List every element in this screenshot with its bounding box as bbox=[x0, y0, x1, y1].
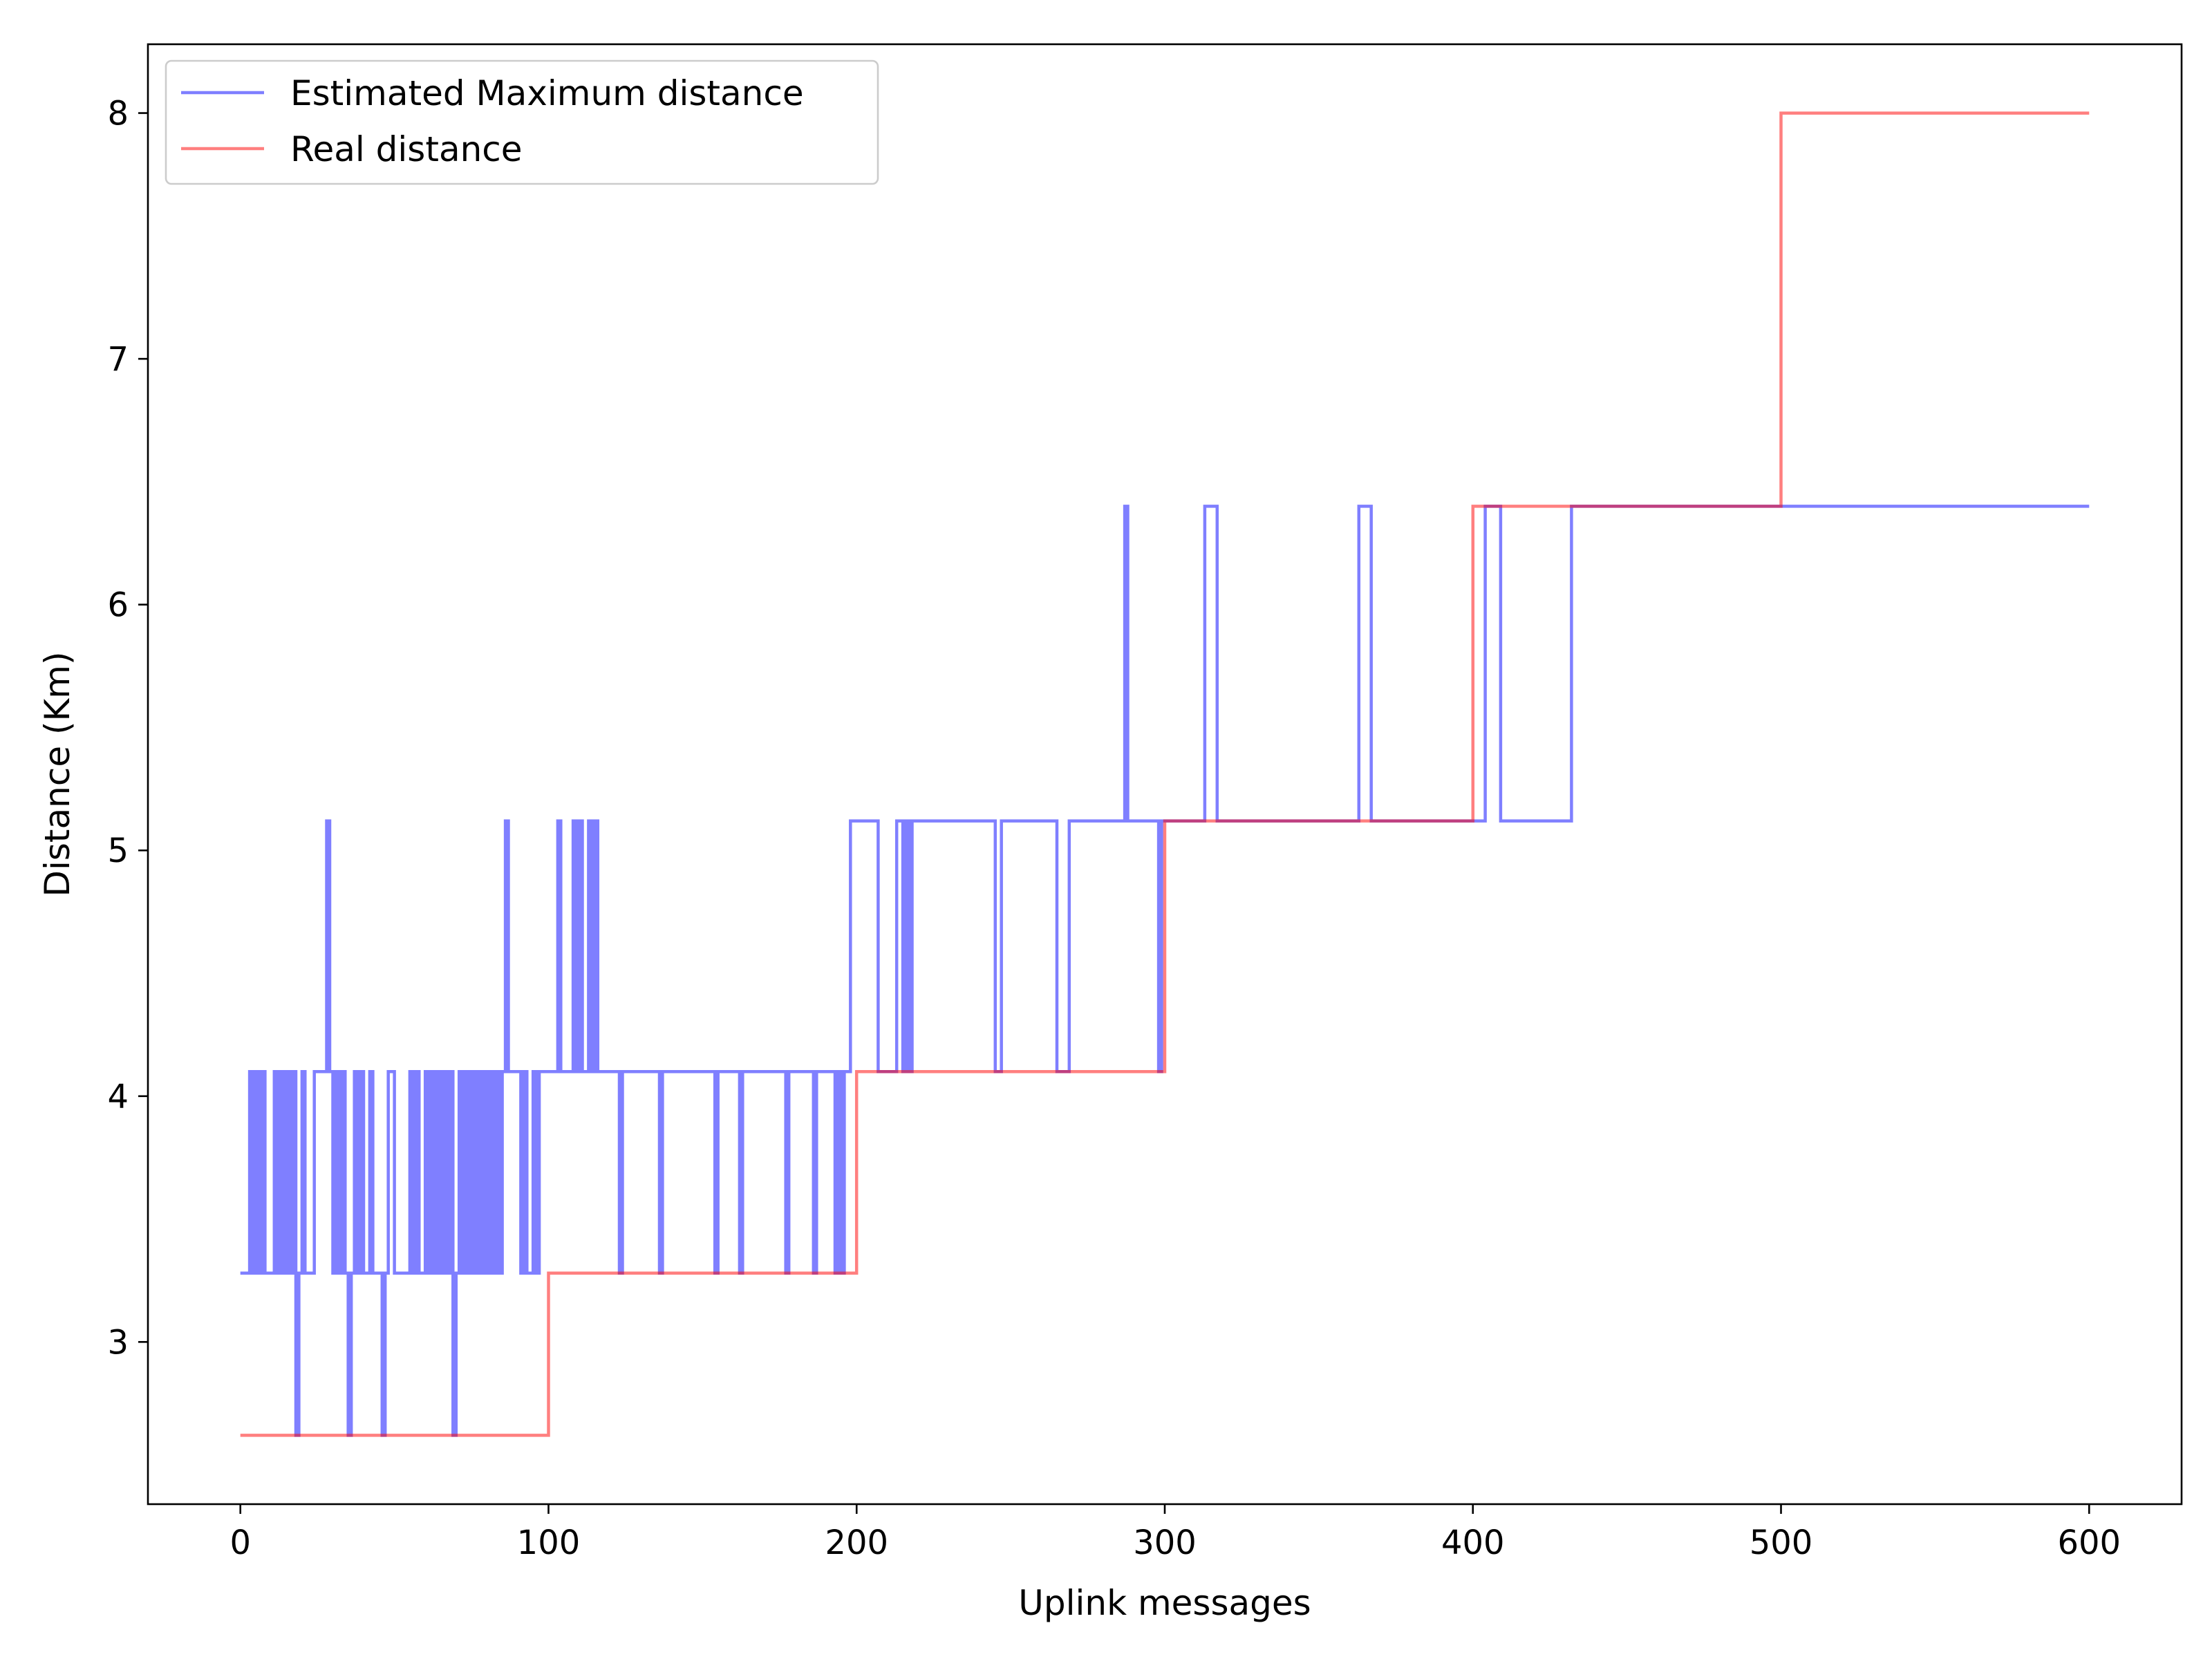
y-tick-label: 5 bbox=[107, 832, 129, 870]
y-tick-label: 7 bbox=[107, 340, 129, 379]
y-axis-ticks: 3 4 5 6 7 8 bbox=[107, 95, 148, 1362]
x-tick-label: 600 bbox=[2057, 1524, 2121, 1562]
legend: Estimated Maximum distance Real distance bbox=[165, 59, 879, 185]
y-tick-label: 8 bbox=[107, 95, 129, 133]
x-tick-label: 100 bbox=[517, 1524, 581, 1562]
x-tick-label: 200 bbox=[825, 1524, 888, 1562]
x-tick-label: 300 bbox=[1133, 1524, 1197, 1562]
x-axis-ticks: 0 100 200 300 400 500 600 bbox=[229, 1504, 2121, 1562]
x-tick-label: 400 bbox=[1441, 1524, 1505, 1562]
legend-label-estimated: Estimated Maximum distance bbox=[290, 73, 804, 113]
legend-label-real: Real distance bbox=[290, 129, 523, 169]
series-line-real bbox=[240, 111, 2090, 1437]
y-tick-label: 6 bbox=[107, 586, 129, 625]
y-axis-label: Distance (Km) bbox=[37, 651, 77, 897]
legend-box bbox=[165, 59, 879, 185]
x-axis-label: Uplink messages bbox=[1018, 1583, 1311, 1623]
x-tick-label: 500 bbox=[1750, 1524, 1813, 1562]
x-tick-label: 0 bbox=[229, 1524, 251, 1562]
series-layer bbox=[240, 111, 2090, 1437]
series-line-estimated bbox=[240, 505, 2090, 1437]
y-tick-label: 4 bbox=[107, 1078, 129, 1116]
y-tick-label: 3 bbox=[107, 1323, 129, 1362]
